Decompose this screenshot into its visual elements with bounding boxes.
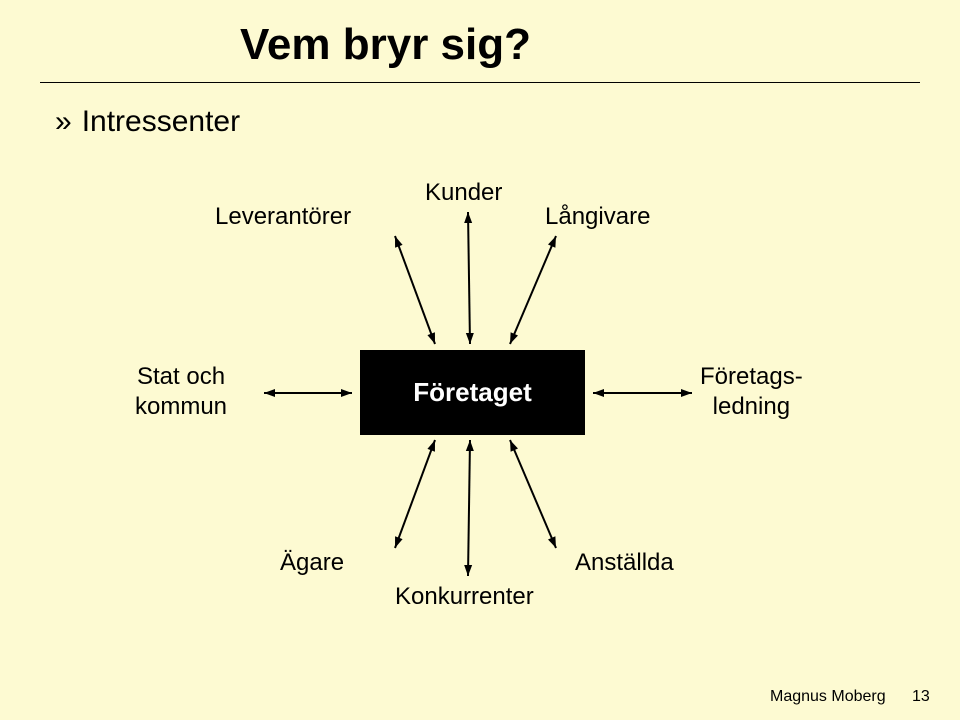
bullet-text: Intressenter [82, 105, 240, 139]
page-title: Vem bryr sig? [240, 20, 531, 70]
center-node-label: Företaget [413, 377, 531, 408]
stakeholder-agare: Ägare [280, 548, 344, 578]
footer-page: 13 [912, 688, 930, 706]
stakeholder-leverantorer: Leverantörer [215, 202, 351, 232]
footer-author: Magnus Moberg [770, 688, 886, 706]
center-node-foretaget: Företaget [360, 350, 585, 435]
stakeholder-stat: Stat och kommun [135, 362, 227, 422]
stakeholder-anstallda: Anställda [575, 548, 674, 578]
stakeholder-konkurrenter: Konkurrenter [395, 582, 534, 612]
slide: Vem bryr sig? » Intressenter Företaget M… [0, 0, 960, 720]
bullet-symbol: » [55, 107, 72, 137]
title-rule [40, 82, 920, 83]
stakeholder-langivare: Långivare [545, 202, 650, 232]
stakeholder-kunder: Kunder [425, 178, 502, 208]
bullet-intressenter: » Intressenter [55, 105, 240, 139]
stakeholder-ledning: Företags- ledning [700, 362, 803, 422]
